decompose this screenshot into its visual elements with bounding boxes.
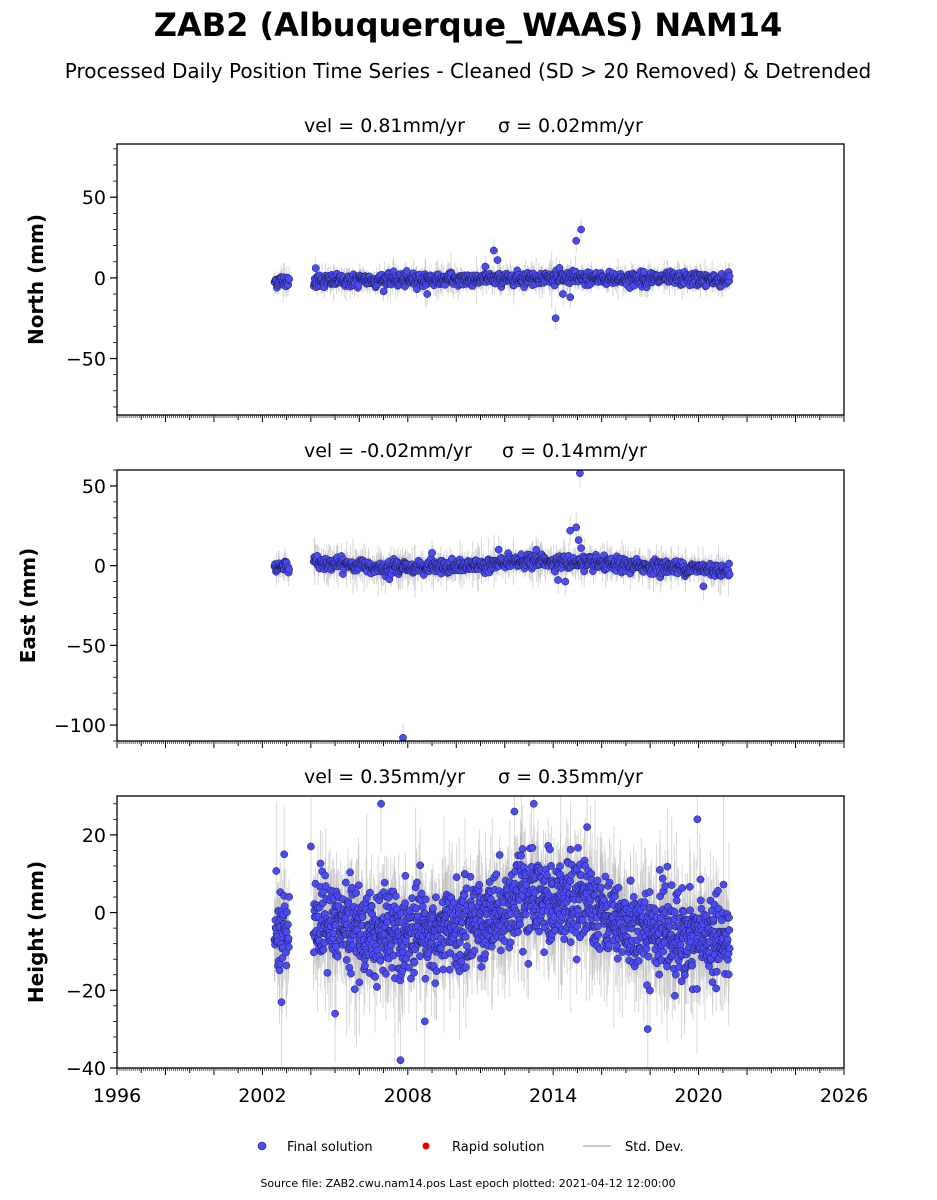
final-solution-point [285, 565, 293, 574]
panel-2: vel = -0.02mm/yr σ = 0.14mm/yr 50 0 −50 −100 E… [16, 440, 845, 748]
final-solution-point [311, 264, 320, 273]
axes-frame [116, 469, 845, 742]
final-solution-point [566, 526, 575, 535]
final-solution-point [725, 570, 734, 579]
final-solution-point [576, 470, 584, 478]
final-solution-point [379, 287, 388, 296]
chart-title: ZAB2 (Albuquerque_WAAS) NAM14 [154, 6, 783, 44]
final-solution-point [285, 275, 293, 283]
y-tick-label: −50 [66, 635, 106, 657]
y-tick-label: 50 [82, 187, 106, 209]
plot-area [270, 217, 734, 330]
final-solution-point [725, 272, 734, 281]
final-solution-point [577, 225, 585, 234]
final-solution-point [402, 267, 411, 275]
chart-subtitle: Processed Daily Position Time Series - C… [65, 59, 871, 83]
final-solution-point [551, 314, 560, 323]
final-solution-point [577, 544, 585, 552]
final-solution-point [572, 236, 581, 245]
panel-vel-label: vel = -0.02mm/yr [304, 440, 472, 462]
final-solution-point [399, 733, 407, 741]
panel-3: vel = 0.35mm/yr σ = 0.35mm/yr200−20−40199… [24, 766, 868, 1107]
plot-area [270, 796, 734, 1068]
final-solution-point [554, 576, 562, 584]
y-tick-label: 50 [82, 476, 106, 498]
final-solution-point [572, 523, 581, 532]
panels: vel = 0.81mm/yr σ = 0.02mm/yr 50 0 −50 North … [16, 115, 868, 1107]
panel-1: vel = 0.81mm/yr σ = 0.02mm/yr 50 0 −50 North … [24, 115, 845, 422]
final-solution-point [489, 246, 498, 255]
y-tick-label: 0 [94, 268, 106, 290]
final-solution-point [725, 559, 733, 568]
y-axis-label: North (mm) [24, 214, 48, 345]
final-solution-point [561, 577, 570, 586]
final-solution-point [639, 267, 648, 276]
panel-vel-label: vel = 0.81mm/yr [304, 115, 465, 137]
y-tick-label: −100 [54, 715, 106, 737]
panel-sigma-label: σ = 0.35mm/yr [498, 766, 643, 788]
final-solution-point [494, 545, 503, 554]
final-solution-point [559, 290, 567, 298]
final-solution-point [428, 549, 436, 557]
final-solution-point [532, 545, 541, 554]
final-solution-point [566, 293, 575, 302]
y-tick-label: −50 [66, 349, 106, 371]
y-tick-label: 0 [94, 556, 106, 578]
final-solution-point [423, 290, 432, 298]
final-solution-point [574, 536, 583, 544]
panel-vel-label: vel = 0.35mm/yr [304, 766, 465, 788]
panel-sigma-label: σ = 0.14mm/yr [502, 440, 647, 462]
y-axis-label: East (mm) [16, 548, 40, 664]
final-solution-point [493, 256, 502, 264]
plot-area [270, 470, 734, 741]
final-solution-point [699, 582, 708, 591]
panel-sigma-label: σ = 0.02mm/yr [498, 115, 643, 137]
final-solution-point [481, 262, 490, 271]
